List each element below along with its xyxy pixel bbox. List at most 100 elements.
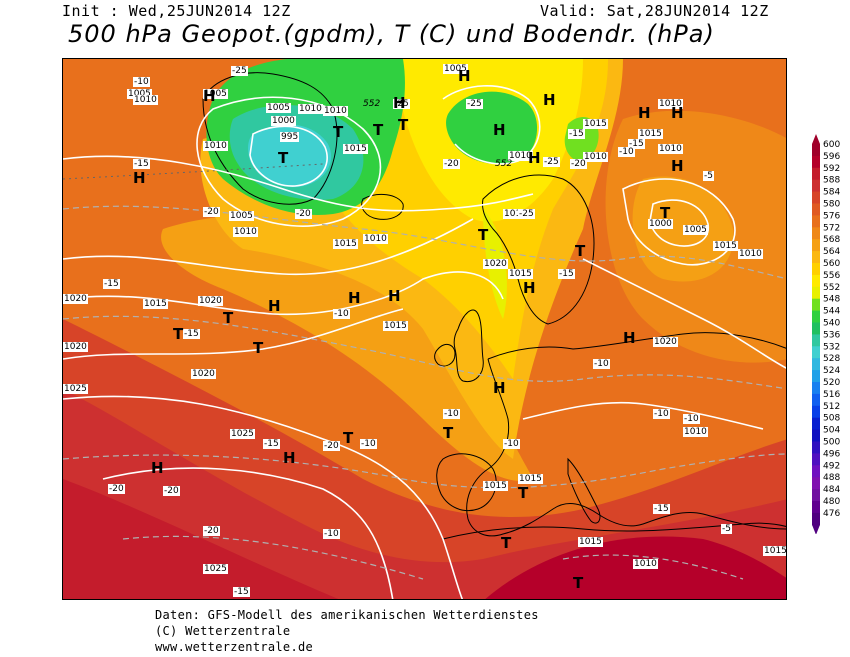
- weather-map: 1005 1005 1010 1010 1005 1000 995 1010 1015 1010 1…: [62, 58, 787, 600]
- low-pressure-marker: T: [278, 149, 289, 167]
- legend-value: 580: [823, 200, 840, 210]
- pressure-label: 1005: [266, 103, 291, 113]
- pressure-label: 1015: [713, 241, 738, 251]
- pressure-label: 1015: [508, 269, 533, 279]
- low-pressure-marker: T: [660, 204, 671, 222]
- low-pressure-marker: T: [333, 123, 344, 141]
- legend-swatch: [812, 429, 820, 442]
- pressure-label: 995: [280, 132, 300, 142]
- pressure-label: 1005: [203, 89, 228, 99]
- legend-swatch: [812, 405, 820, 419]
- pressure-label: 1015: [383, 321, 408, 331]
- temperature-label: -20: [163, 486, 180, 496]
- temperature-label: -20: [203, 526, 220, 536]
- legend-swatch: [812, 298, 820, 312]
- legend-swatch: [812, 274, 820, 288]
- legend-value: 584: [823, 188, 840, 198]
- legend-swatch: [812, 251, 820, 264]
- legend-swatch: [812, 227, 820, 240]
- footer-data-source: Daten: GFS-Modell des amerikanischen Wet…: [155, 608, 539, 622]
- high-pressure-marker: H: [133, 169, 146, 187]
- legend-swatch: [812, 286, 820, 300]
- pressure-label: 1015: [518, 474, 543, 484]
- high-pressure-marker: H: [203, 87, 216, 105]
- temperature-label: -25: [466, 99, 483, 109]
- pressure-label: 1020: [63, 342, 88, 352]
- legend-value: 512: [823, 402, 840, 412]
- legend-swatch: [812, 393, 820, 407]
- temperature-label: -5: [703, 171, 714, 181]
- legend-swatch: [812, 512, 820, 526]
- legend-swatch: [812, 358, 820, 371]
- low-north-field: [446, 91, 538, 165]
- temperature-label: -25: [231, 66, 248, 76]
- pressure-label: 1005: [443, 64, 468, 74]
- legend-value: 572: [823, 223, 840, 233]
- pressure-label: 1015: [143, 299, 168, 309]
- pressure-label: 1010: [658, 99, 683, 109]
- legend-value: 592: [823, 164, 840, 174]
- pressure-label: 1015: [578, 537, 603, 547]
- legend-value: 540: [823, 319, 840, 329]
- low-pressure-marker: T: [501, 534, 512, 552]
- legend-value: 544: [823, 307, 840, 317]
- legend-swatch: [812, 179, 820, 193]
- legend-swatch: [812, 501, 820, 514]
- temperature-label: -15: [183, 329, 200, 339]
- legend-arrow-top: [812, 134, 820, 144]
- legend-value: 492: [823, 461, 840, 471]
- pressure-label: 1020: [198, 296, 223, 306]
- high-pressure-marker: H: [268, 297, 281, 315]
- low-pressure-marker: T: [398, 116, 409, 134]
- pressure-label: 1025: [63, 384, 88, 394]
- legend-swatch: [812, 263, 820, 276]
- legend-swatch: [812, 191, 820, 204]
- high-pressure-marker: H: [523, 279, 536, 297]
- legend-swatch: [812, 346, 820, 359]
- legend-value: 560: [823, 259, 840, 269]
- legend-value: 564: [823, 247, 840, 257]
- legend-swatch: [812, 370, 820, 383]
- pressure-label: 1010: [738, 249, 763, 259]
- temperature-label: -15: [103, 279, 120, 289]
- temperature-label: -15: [133, 159, 150, 169]
- pressure-label: 1005: [229, 211, 254, 221]
- legend-arrow-bottom: [812, 524, 820, 534]
- geopotential-label: 552: [363, 99, 381, 109]
- pressure-label: 1010: [503, 209, 528, 219]
- pressure-label: 1005: [683, 225, 708, 235]
- temperature-label: -20: [203, 207, 220, 217]
- temperature-label: -20: [570, 159, 587, 169]
- legend-value: 552: [823, 283, 840, 293]
- temperature-label: -25: [393, 99, 410, 109]
- pressure-label: 1010: [133, 95, 158, 105]
- legend-swatch: [812, 239, 820, 252]
- pressure-label: 1010: [583, 152, 608, 162]
- isotherms: [63, 205, 786, 580]
- high-pressure-marker: H: [348, 289, 361, 307]
- legend-value: 500: [823, 438, 840, 448]
- legend-value: 536: [823, 330, 840, 340]
- legend-value: 508: [823, 414, 840, 424]
- legend-value: 556: [823, 271, 840, 281]
- high-pressure-marker: H: [151, 459, 164, 477]
- temperature-label: -10: [323, 529, 340, 539]
- legend-swatch: [812, 465, 820, 478]
- legend-value: 548: [823, 295, 840, 305]
- pressure-label: 1000: [648, 219, 673, 229]
- high-pressure-marker: H: [528, 149, 541, 167]
- pressure-label: 1010: [508, 151, 533, 161]
- temperature-label: -25: [543, 157, 560, 167]
- pressure-label: 1015: [638, 129, 663, 139]
- high-pressure-marker: H: [458, 67, 471, 85]
- pressure-label: 1010: [683, 427, 708, 437]
- pressure-label: 1010: [323, 106, 348, 116]
- legend-swatch: [812, 203, 820, 216]
- temperature-label: -15: [568, 129, 585, 139]
- pressure-label: 1025: [230, 429, 255, 439]
- legend-value: 476: [823, 509, 840, 519]
- pressure-label: 1010: [298, 104, 323, 114]
- pressure-label: 1010: [233, 227, 258, 237]
- pressure-label: 1010: [633, 559, 658, 569]
